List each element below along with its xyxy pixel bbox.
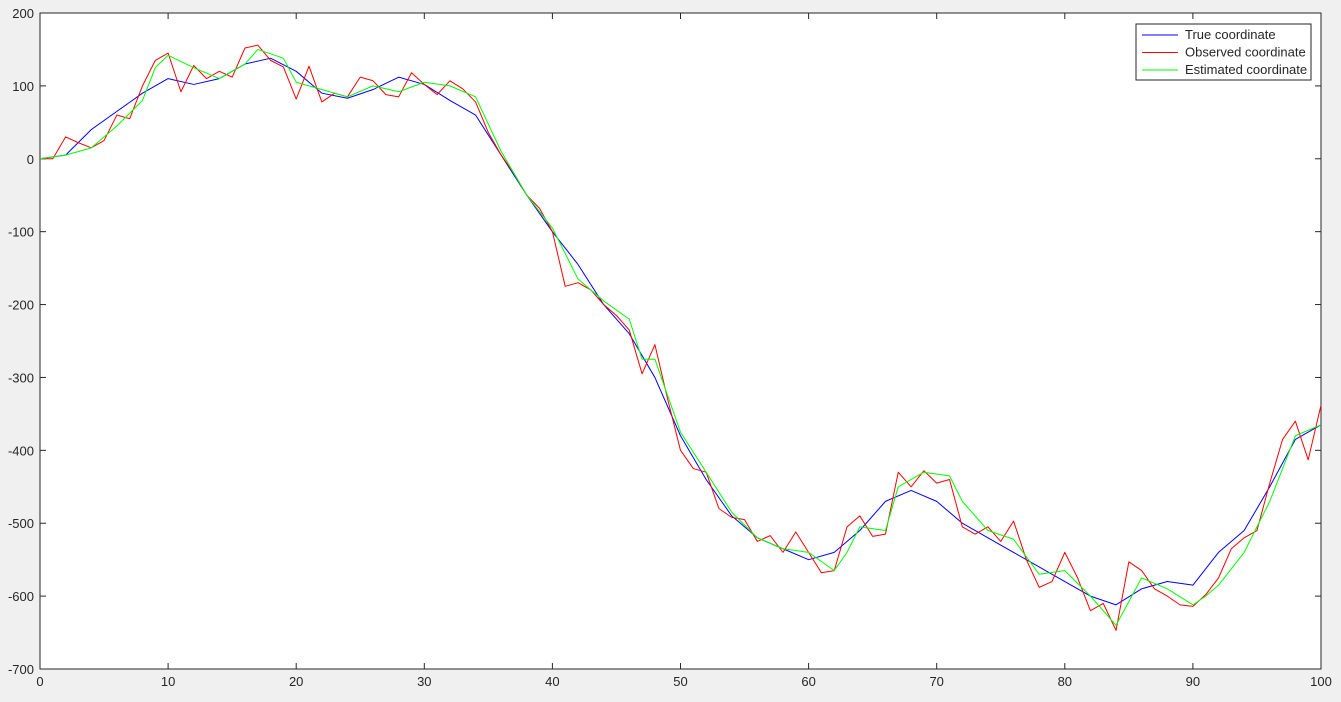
y-tick-label: -100 bbox=[8, 225, 34, 240]
series-line-1 bbox=[39, 57, 1322, 606]
legend-label-3: Estimated coordinate bbox=[1185, 62, 1307, 77]
legend: True coordinate Observed coordinate Estima… bbox=[1135, 23, 1312, 81]
x-tick-label: 50 bbox=[673, 674, 687, 689]
y-tick-label: 0 bbox=[27, 152, 34, 167]
y-tick-label: 200 bbox=[12, 6, 34, 21]
x-tick-label: 60 bbox=[801, 674, 815, 689]
x-tick-label: 0 bbox=[36, 674, 43, 689]
series-line-2 bbox=[40, 44, 1322, 631]
y-tick-label: -400 bbox=[8, 443, 34, 458]
y-tick-label: -500 bbox=[8, 516, 34, 531]
series-lines bbox=[39, 44, 1322, 631]
x-tick-label: 70 bbox=[929, 674, 943, 689]
x-tick-label: 10 bbox=[161, 674, 175, 689]
plot-area bbox=[39, 12, 1322, 670]
legend-label-2: Observed coordinate bbox=[1185, 45, 1306, 60]
y-tick-label: -200 bbox=[8, 298, 34, 313]
y-tick-label: 100 bbox=[12, 79, 34, 94]
x-tick-label: 90 bbox=[1186, 674, 1200, 689]
y-tick-label: -300 bbox=[8, 370, 34, 385]
y-tick-label: -700 bbox=[8, 662, 34, 677]
legend-label-1: True coordinate bbox=[1185, 27, 1276, 42]
x-tick-label: 40 bbox=[545, 674, 559, 689]
x-tick-label: 20 bbox=[289, 674, 303, 689]
axis-ticks: 0 10 20 30 40 50 60 70 80 90 100 200 100 0 -100 -200 -30… bbox=[8, 6, 1332, 689]
x-tick-label: 100 bbox=[1310, 674, 1332, 689]
x-tick-label: 30 bbox=[417, 674, 431, 689]
y-tick-label: -600 bbox=[8, 589, 34, 604]
x-tick-label: 80 bbox=[1058, 674, 1072, 689]
series-line-3 bbox=[39, 48, 1322, 626]
